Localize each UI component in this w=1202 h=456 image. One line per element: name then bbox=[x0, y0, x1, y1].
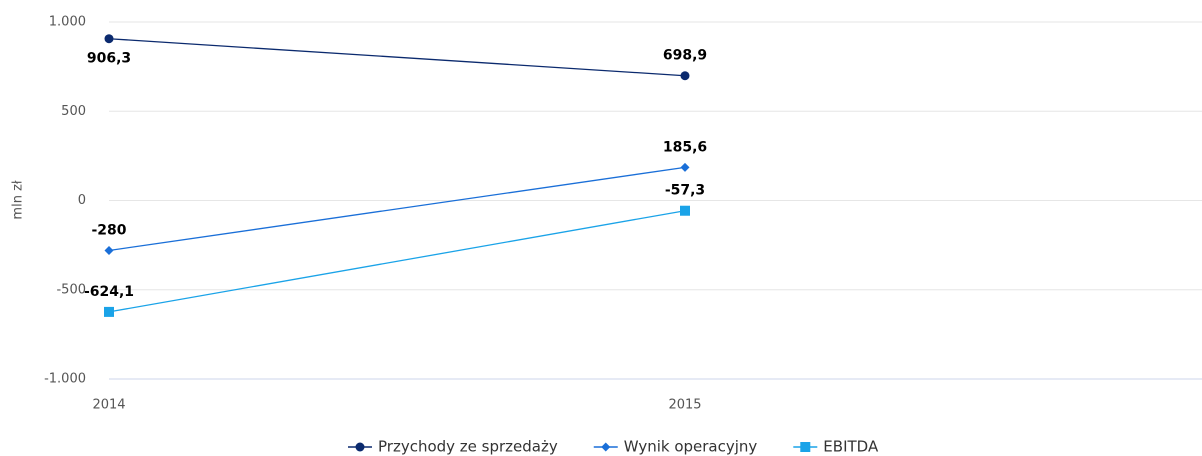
legend-item: Przychody ze sprzedaży bbox=[348, 438, 558, 456]
point bbox=[104, 306, 114, 317]
point bbox=[680, 71, 690, 81]
y-tick-label: 1.000 bbox=[49, 15, 86, 30]
x-tick-label: 2014 bbox=[92, 398, 125, 413]
line bbox=[108, 166, 686, 252]
legend-label: EBITDA bbox=[823, 438, 879, 456]
point bbox=[104, 245, 114, 255]
line bbox=[108, 38, 686, 77]
legend-marker bbox=[601, 442, 611, 452]
value-label: 906,3 bbox=[87, 51, 131, 67]
legend-item: Wynik operacyjny bbox=[593, 438, 758, 456]
y-axis-label: mln zł bbox=[11, 180, 26, 219]
legend-item: EBITDA bbox=[793, 438, 879, 456]
value-label: -57,3 bbox=[665, 183, 705, 199]
x-tick-label: 2015 bbox=[668, 398, 701, 413]
point bbox=[680, 162, 690, 172]
value-label: 185,6 bbox=[663, 139, 707, 155]
point bbox=[680, 205, 690, 216]
value-label: -280 bbox=[91, 222, 126, 238]
y-tick-label: 0 bbox=[78, 193, 86, 208]
value-label: 698,9 bbox=[663, 48, 707, 64]
legend-marker bbox=[355, 442, 365, 452]
y-tick-label: -1.000 bbox=[44, 372, 86, 387]
legend-marker bbox=[800, 442, 811, 452]
line bbox=[108, 210, 686, 313]
legend-label: Wynik operacyjny bbox=[624, 438, 758, 456]
y-tick-label: -500 bbox=[56, 282, 86, 297]
y-tick-label: 500 bbox=[61, 104, 86, 119]
legend-label: Przychody ze sprzedaży bbox=[378, 438, 558, 456]
value-label: -624,1 bbox=[84, 284, 134, 300]
point bbox=[104, 34, 114, 44]
